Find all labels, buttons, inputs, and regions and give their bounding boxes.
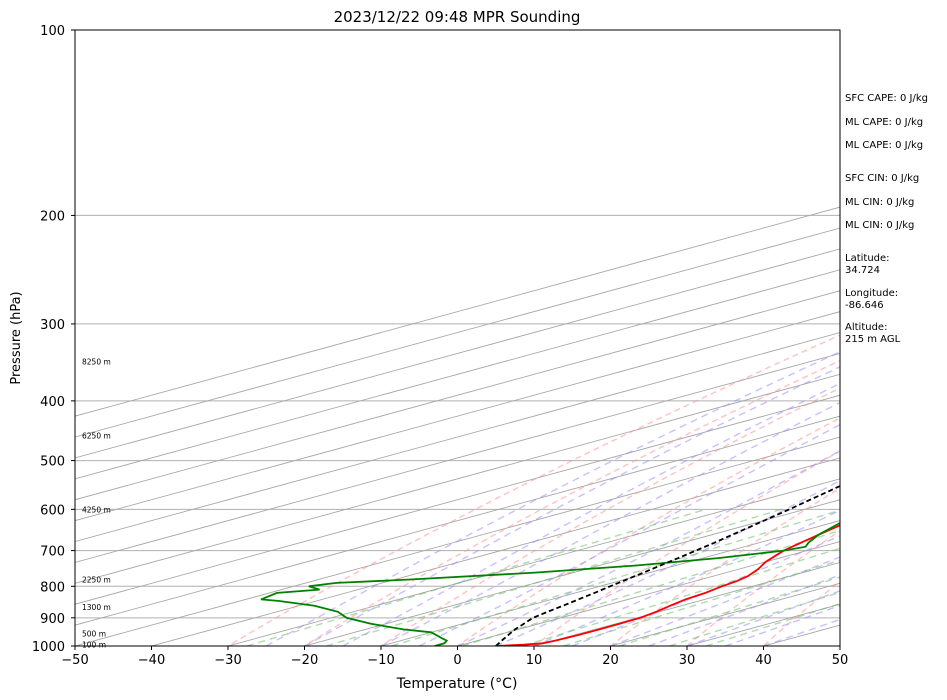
x-tick-label: −10 <box>367 653 394 668</box>
longitude-text: Longitude: -86.646 <box>845 288 899 311</box>
ml-cin-text: ML CIN: 0 J/kg <box>845 197 915 208</box>
height-label: 8250 m <box>82 357 111 366</box>
height-label: 6250 m <box>82 431 111 440</box>
x-tick-label: 20 <box>602 653 619 668</box>
height-label: 2250 m <box>82 576 111 585</box>
parcel-profile-trace <box>495 485 840 646</box>
x-tick-label: 0 <box>453 653 461 668</box>
x-tick-label: 10 <box>526 653 543 668</box>
isotherm-line <box>75 290 840 501</box>
moist-adiabat-line <box>265 351 840 646</box>
x-tick-label: 50 <box>832 653 849 668</box>
plot-frame <box>74 29 841 647</box>
height-label: 100 m <box>82 640 106 649</box>
x-tick-label: −30 <box>214 653 241 668</box>
y-tick-label: 1000 <box>32 640 65 655</box>
mixing-ratio-line <box>563 559 840 646</box>
altitude-text: Altitude: 215 m AGL <box>845 322 901 345</box>
x-tick-label: −40 <box>138 653 165 668</box>
isotherm-line <box>455 541 840 646</box>
isotherm-line <box>149 457 840 646</box>
y-tick-label: 700 <box>40 545 65 560</box>
axes: −50 −40 −30 −20 −10 0 10 20 30 40 50 1000 900 800 700 6… <box>32 24 848 668</box>
dewpoint-trace <box>260 521 840 646</box>
isotherm-line <box>75 227 840 438</box>
dry-adiabat-line <box>532 450 840 646</box>
plot-background-lines <box>75 30 840 646</box>
moist-adiabat-line <box>648 574 840 646</box>
moist-adiabat-line <box>533 509 840 646</box>
isotherm-line <box>75 415 840 626</box>
mixing-ratio-line <box>522 547 840 646</box>
chart-title: 2023/12/22 09:48 MPR Sounding <box>334 8 581 26</box>
sfc-cin-text: SFC CIN: 0 J/kg <box>845 173 920 184</box>
isotherm-line <box>302 499 840 646</box>
x-axis-label: Temperature (°C) <box>396 676 518 692</box>
y-tick-label: 600 <box>40 503 65 518</box>
dry-adiabat-line <box>303 359 840 646</box>
isotherm-line <box>226 478 840 646</box>
dry-adiabat-line <box>456 417 840 646</box>
height-label: 500 m <box>82 630 106 639</box>
moist-adiabat-line <box>304 366 840 646</box>
y-tick-label: 400 <box>40 395 65 410</box>
y-tick-label: 300 <box>40 318 65 333</box>
mixing-ratio-line <box>461 529 840 646</box>
x-tick-label: 40 <box>755 653 772 668</box>
x-tick-label: −50 <box>61 653 88 668</box>
dry-adiabat-line <box>609 487 840 646</box>
y-tick-label: 100 <box>40 24 65 39</box>
sfc-cape-text: SFC CAPE: 0 J/kg <box>845 93 928 104</box>
isotherm-line <box>75 352 840 563</box>
x-tick-label: 30 <box>679 653 696 668</box>
y-axis-label: Pressure (hPa) <box>9 291 24 384</box>
moist-adiabat-line <box>418 423 840 646</box>
x-tick-label: −20 <box>291 653 318 668</box>
dry-adiabat-line <box>762 580 840 646</box>
height-label: 4250 m <box>82 505 111 514</box>
mixing-ratio-line <box>705 602 840 646</box>
height-label: 1300 m <box>82 603 111 612</box>
isotherm-line <box>75 436 840 646</box>
mixing-ratio-line <box>619 576 840 646</box>
mixing-ratio-line <box>246 508 707 646</box>
isotherm-line <box>75 332 840 543</box>
temperature-trace <box>495 524 840 646</box>
latitude-text: Latitude: 34.724 <box>845 253 890 276</box>
isotherm-line <box>75 311 840 522</box>
isotherm-line <box>75 373 840 584</box>
ml-cin-text-2: ML CIN: 0 J/kg <box>845 220 915 231</box>
moist-adiabat-line <box>380 401 840 646</box>
dry-adiabat-line <box>226 334 840 646</box>
y-tick-label: 500 <box>40 455 65 470</box>
y-tick-label: 800 <box>40 580 65 595</box>
isotherm-line <box>379 520 840 646</box>
y-tick-label: 900 <box>40 612 65 627</box>
mixing-ratio-line <box>391 509 840 646</box>
sounding-traces <box>260 485 840 646</box>
isotherm-line <box>75 269 840 480</box>
ml-cape-text-2: ML CAPE: 0 J/kg <box>845 140 924 151</box>
mixing-ratio-line <box>669 591 840 646</box>
isotherm-line <box>75 394 840 605</box>
y-tick-label: 200 <box>40 209 65 224</box>
dry-adiabat-line <box>379 387 840 646</box>
isotherm-line <box>75 248 840 459</box>
moist-adiabat-line <box>457 450 840 646</box>
isotherm-line <box>75 206 840 417</box>
moist-adiabat-line <box>610 556 840 646</box>
ml-cape-text: ML CAPE: 0 J/kg <box>845 117 924 128</box>
